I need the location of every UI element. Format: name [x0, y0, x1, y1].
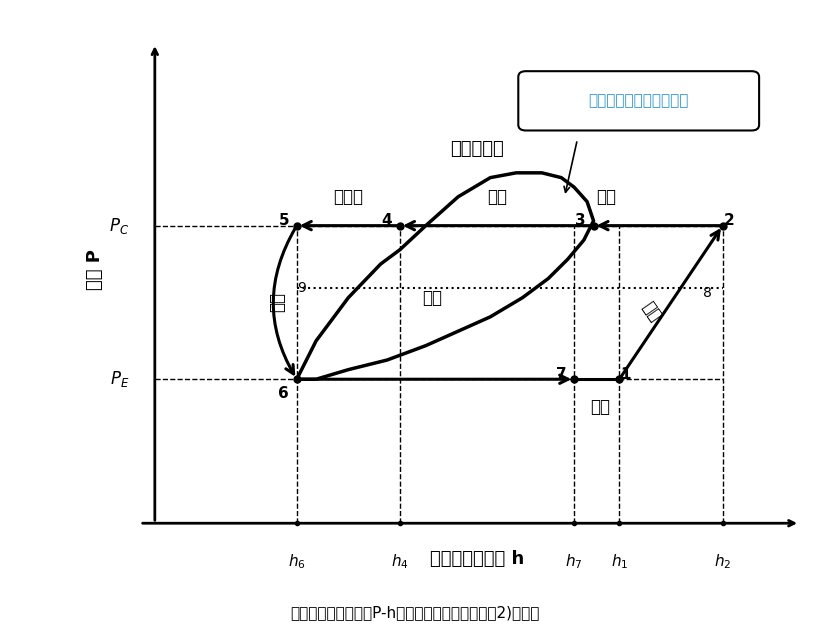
- Text: $h_7$: $h_7$: [565, 552, 583, 571]
- Text: 5: 5: [279, 213, 289, 228]
- Text: 9: 9: [297, 281, 305, 295]
- Text: 冷却水温度を下げたとき: 冷却水温度を下げたとき: [588, 93, 689, 108]
- Text: 圧力 P: 圧力 P: [85, 249, 104, 290]
- Text: 3: 3: [575, 213, 586, 228]
- Text: $P_E$: $P_E$: [110, 369, 129, 389]
- Text: $h_6$: $h_6$: [288, 552, 305, 571]
- Text: 図２　圧縮冷凍機のP-h線図上の冷凍サイクル　2)に追記: 図２ 圧縮冷凍機のP-h線図上の冷凍サイクル 2)に追記: [290, 605, 540, 620]
- Text: 冷却: 冷却: [597, 188, 617, 207]
- Text: 過冷却: 過冷却: [334, 188, 364, 207]
- Text: 飽和蒸気線: 飽和蒸気線: [451, 140, 505, 158]
- FancyBboxPatch shape: [518, 71, 759, 130]
- Text: 8: 8: [703, 286, 712, 300]
- Text: 2: 2: [724, 213, 735, 228]
- Text: 4: 4: [382, 213, 393, 228]
- Text: $P_C$: $P_C$: [109, 215, 129, 235]
- Text: $h_4$: $h_4$: [391, 552, 409, 571]
- Text: 比エンタルピー h: 比エンタルピー h: [430, 550, 525, 568]
- Text: 膨張: 膨張: [268, 292, 286, 312]
- Text: 圧縮: 圧縮: [638, 299, 665, 326]
- Text: 6: 6: [279, 386, 289, 401]
- Text: $h_1$: $h_1$: [611, 552, 628, 571]
- Text: $h_2$: $h_2$: [714, 552, 731, 571]
- Text: 1: 1: [621, 367, 631, 382]
- Text: 凝縮: 凝縮: [486, 188, 507, 207]
- Text: 過熱: 過熱: [590, 398, 610, 416]
- Text: 蒸発: 蒸発: [422, 289, 442, 307]
- Text: 7: 7: [556, 367, 567, 382]
